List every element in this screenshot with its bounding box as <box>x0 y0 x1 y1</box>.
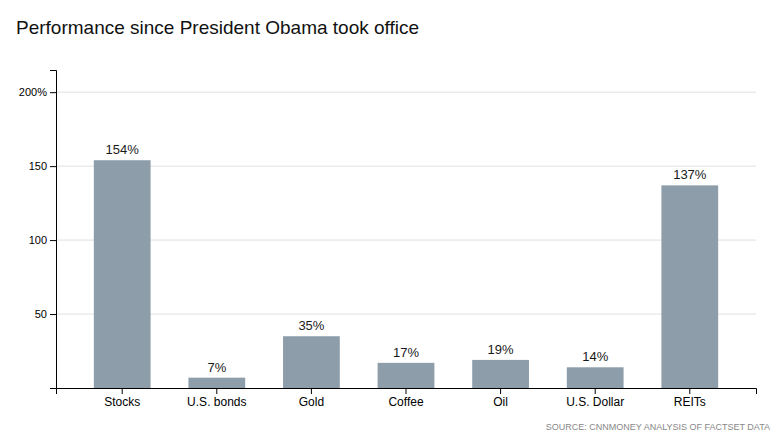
x-tick-mark <box>689 388 690 394</box>
x-tick: U.S. Dollar <box>566 388 624 409</box>
y-tick: 50 <box>35 308 56 320</box>
bar <box>188 378 245 388</box>
x-tick: REITs <box>674 388 706 409</box>
data-label: 19% <box>488 342 514 357</box>
data-label: 137% <box>673 167 707 182</box>
data-label: 14% <box>582 349 608 364</box>
bar <box>661 185 718 388</box>
x-axis-line <box>57 389 757 395</box>
y-tick-label: 100 <box>29 234 47 246</box>
y-axis-line <box>50 71 57 389</box>
y-tick: 150 <box>29 160 56 172</box>
x-tick-label: U.S. Dollar <box>566 395 624 409</box>
bar <box>378 363 435 388</box>
bars <box>94 160 718 388</box>
y-tick-label: 150 <box>29 160 47 172</box>
y-tick-mark <box>50 166 56 167</box>
grid-line <box>56 166 756 167</box>
bar <box>472 360 529 388</box>
plot: 154% 7% 35% 17% 19% 14% 137% 50 100 150 200% Stocks… <box>19 71 757 409</box>
x-tick: Stocks <box>104 388 140 409</box>
x-tick-label: Stocks <box>104 395 140 409</box>
x-tick-label: Oil <box>493 395 508 409</box>
y-tick: 100 <box>29 234 56 246</box>
chart: Performance since President Obama took o… <box>0 0 780 438</box>
annotations: SOURCE: CNNMONEY ANALYSIS OF FACTSET DAT… <box>546 422 770 432</box>
data-label: 35% <box>298 318 324 333</box>
bar <box>567 367 624 388</box>
data-label: 154% <box>106 142 140 157</box>
grid <box>56 92 756 314</box>
y-axis: 50 100 150 200% <box>19 71 57 389</box>
grid-line <box>56 240 756 241</box>
x-tick: U.S. bonds <box>187 388 246 409</box>
x-tick-mark <box>122 388 123 394</box>
data-label: 7% <box>207 360 226 375</box>
x-tick: Oil <box>493 388 508 409</box>
y-tick-mark <box>50 240 56 241</box>
data-label: 17% <box>393 345 419 360</box>
x-tick-label: U.S. bonds <box>187 395 246 409</box>
y-tick: 200% <box>19 86 56 98</box>
x-axis: Stocks U.S. bonds Gold Coffee Oil U.S. Dollar… <box>57 388 757 409</box>
source-note: SOURCE: CNNMONEY ANALYSIS OF FACTSET DAT… <box>546 422 770 432</box>
grid-line <box>56 314 756 315</box>
x-tick-label: Coffee <box>388 395 423 409</box>
bar <box>94 160 151 388</box>
x-tick-mark <box>406 388 407 394</box>
x-tick-label: REITs <box>674 395 706 409</box>
y-tick-label: 50 <box>35 308 47 320</box>
x-tick-label: Gold <box>299 395 324 409</box>
title: Performance since President Obama took o… <box>16 17 419 38</box>
x-tick: Gold <box>299 388 324 409</box>
y-tick-mark <box>50 314 56 315</box>
x-tick-mark <box>500 388 501 394</box>
bar <box>283 336 340 388</box>
x-tick-mark <box>216 388 217 394</box>
grid-line <box>56 92 756 93</box>
y-tick-mark <box>50 92 56 93</box>
x-tick-mark <box>595 388 596 394</box>
y-tick-label: 200% <box>19 86 47 98</box>
data-labels: 154% 7% 35% 17% 19% 14% 137% <box>106 142 707 374</box>
x-tick: Coffee <box>388 388 423 409</box>
x-tick-mark <box>311 388 312 394</box>
